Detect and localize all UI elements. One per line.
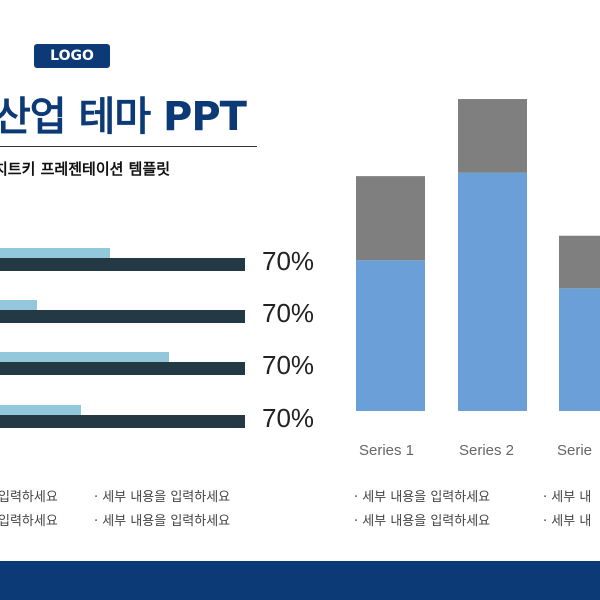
column-segment-3-1 bbox=[559, 288, 600, 411]
note-r1-c2: · 세부 내용을 입력하세요 bbox=[94, 490, 231, 505]
note-r2-c2: · 세부 내용을 입력하세요 bbox=[94, 514, 231, 529]
note-r2-c4: · 세부 내 bbox=[543, 514, 592, 529]
page-subtitle: 치트키 프레젠테이션 템플릿 bbox=[0, 160, 171, 178]
note-r2-c1: 입력하세요 bbox=[0, 514, 58, 529]
note-r1-c3: · 세부 내용을 입력하세요 bbox=[354, 490, 491, 505]
column-segment-3-2 bbox=[559, 235, 600, 289]
column-segment-1-1 bbox=[356, 260, 425, 411]
page-title: 산업 테마 PPT bbox=[0, 94, 247, 140]
x-tick-label-1: Series 1 bbox=[359, 442, 415, 459]
title-divider bbox=[0, 146, 257, 147]
x-tick-label-2: Series 2 bbox=[459, 442, 515, 459]
note-r2-c3: · 세부 내용을 입력하세요 bbox=[354, 514, 491, 529]
logo-badge: LOGO bbox=[34, 44, 110, 68]
hbar-light-3 bbox=[0, 352, 169, 362]
hbar-dark-1 bbox=[0, 258, 245, 271]
hbar-value-3: 70% bbox=[262, 350, 315, 380]
hbar-dark-2 bbox=[0, 310, 245, 323]
hbar-value-1: 70% bbox=[262, 246, 315, 276]
hbar-light-2 bbox=[0, 300, 37, 310]
note-r1-c1: 입력하세요 bbox=[0, 490, 58, 505]
hbar-value-2: 70% bbox=[262, 298, 315, 328]
hbar-dark-4 bbox=[0, 415, 245, 428]
hbar-value-4: 70% bbox=[262, 403, 315, 433]
note-r1-c4: · 세부 내 bbox=[543, 490, 592, 505]
column-segment-2-2 bbox=[458, 99, 527, 173]
x-tick-label-3: Serie bbox=[557, 442, 593, 459]
column-segment-1-2 bbox=[356, 176, 425, 261]
hbar-dark-3 bbox=[0, 362, 245, 375]
column-segment-2-1 bbox=[458, 172, 527, 411]
hbar-light-4 bbox=[0, 405, 81, 415]
hbar-light-1 bbox=[0, 248, 110, 258]
footer-band bbox=[0, 561, 600, 600]
